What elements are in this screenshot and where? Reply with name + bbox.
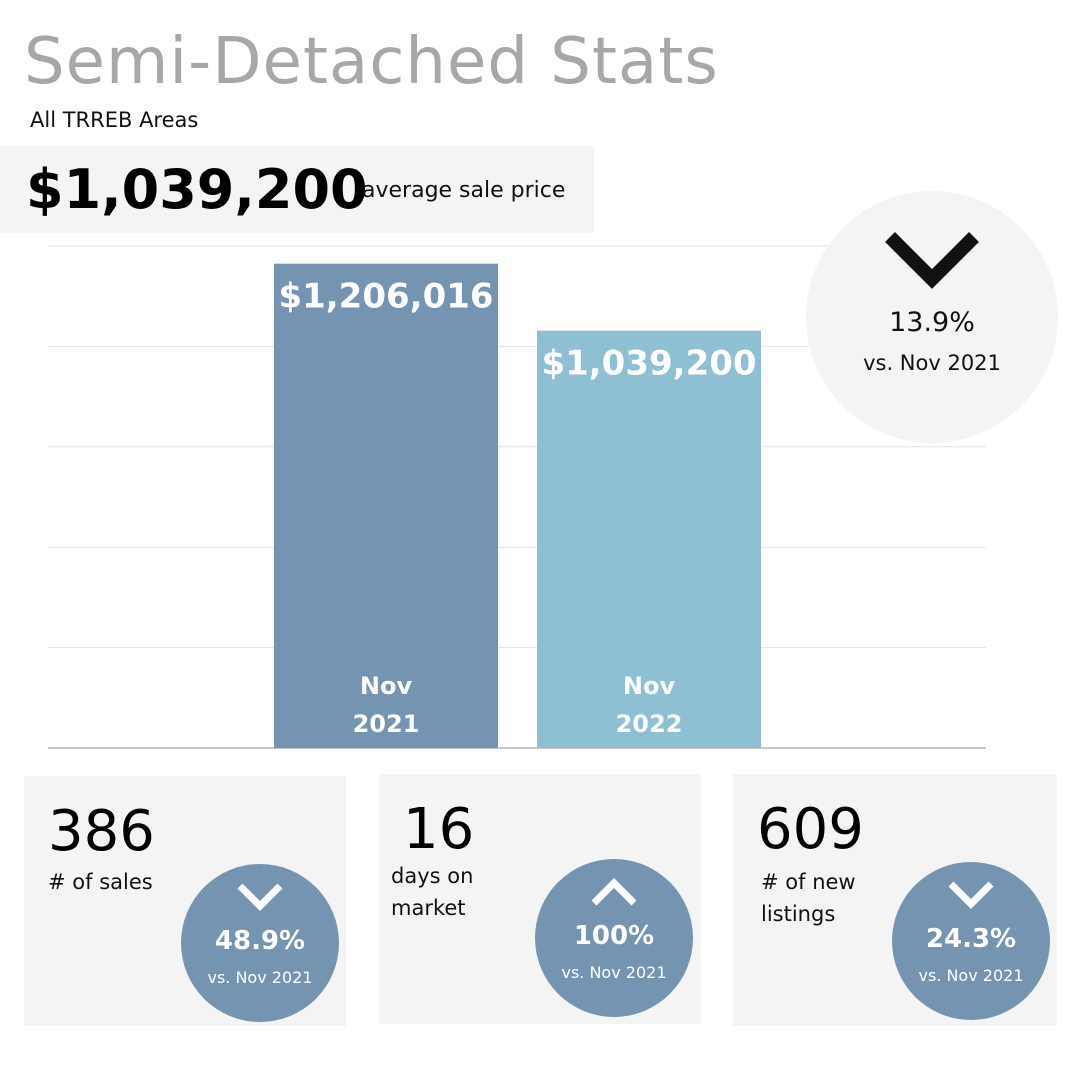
price-bar-chart: $1,206,016 Nov 2021 $1,039,200 Nov 2022 xyxy=(48,245,986,749)
sales-count: 386 xyxy=(48,799,155,864)
average-price-change-comparison: vs. Nov 2021 xyxy=(863,351,1001,375)
sales-change-percent: 48.9% xyxy=(214,926,306,956)
chart-data-label: $1,206,016 xyxy=(278,277,493,317)
chevron-down-icon xyxy=(237,883,283,911)
new-listings-count: 609 xyxy=(757,797,864,862)
chart-category-label: 2022 xyxy=(616,710,683,738)
average-price-value: $1,039,200 xyxy=(26,158,368,221)
new-listings-card: 609 # of new listings 24.3% vs. Nov 2021 xyxy=(733,774,1057,1026)
sales-label: # of sales xyxy=(48,870,153,894)
chart-bar xyxy=(274,263,498,748)
chart-category-label: Nov xyxy=(623,672,676,700)
sales-card: 386 # of sales 48.9% vs. Nov 2021 xyxy=(24,776,346,1026)
sales-change-comparison: vs. Nov 2021 xyxy=(207,968,313,987)
average-price-panel xyxy=(0,146,594,233)
average-price-change-percent: 13.9% xyxy=(889,307,975,338)
new-listings-label: # of new listings xyxy=(761,870,856,926)
chevron-up-icon xyxy=(591,878,637,906)
chart-category-label: Nov xyxy=(360,672,413,700)
days-on-market-count: 16 xyxy=(403,797,475,862)
new-listings-change-badge: 24.3% vs. Nov 2021 xyxy=(892,862,1050,1020)
days-on-market-change-badge: 100% vs. Nov 2021 xyxy=(535,859,693,1017)
new-listings-change-comparison: vs. Nov 2021 xyxy=(918,966,1024,985)
average-price-change-badge: 13.9% vs. Nov 2021 xyxy=(806,191,1058,443)
page-subtitle: All TRREB Areas xyxy=(30,108,199,132)
chart-data-label: $1,039,200 xyxy=(541,344,756,384)
days-on-market-card: 16 days on market 100% vs. Nov 2021 xyxy=(379,774,701,1024)
chart-category-label: 2021 xyxy=(353,710,420,738)
new-listings-change-percent: 24.3% xyxy=(925,924,1017,954)
page-title: Semi-Detached Stats xyxy=(24,25,719,99)
days-on-market-change-comparison: vs. Nov 2021 xyxy=(561,963,667,982)
chevron-down-icon xyxy=(948,881,994,909)
chevron-down-icon xyxy=(885,232,979,289)
sales-change-badge: 48.9% vs. Nov 2021 xyxy=(181,864,339,1022)
average-price-caption: average sale price xyxy=(362,178,566,203)
chart-bar xyxy=(537,330,761,748)
days-on-market-label: days on market xyxy=(391,864,474,920)
days-on-market-change-percent: 100% xyxy=(573,921,655,951)
